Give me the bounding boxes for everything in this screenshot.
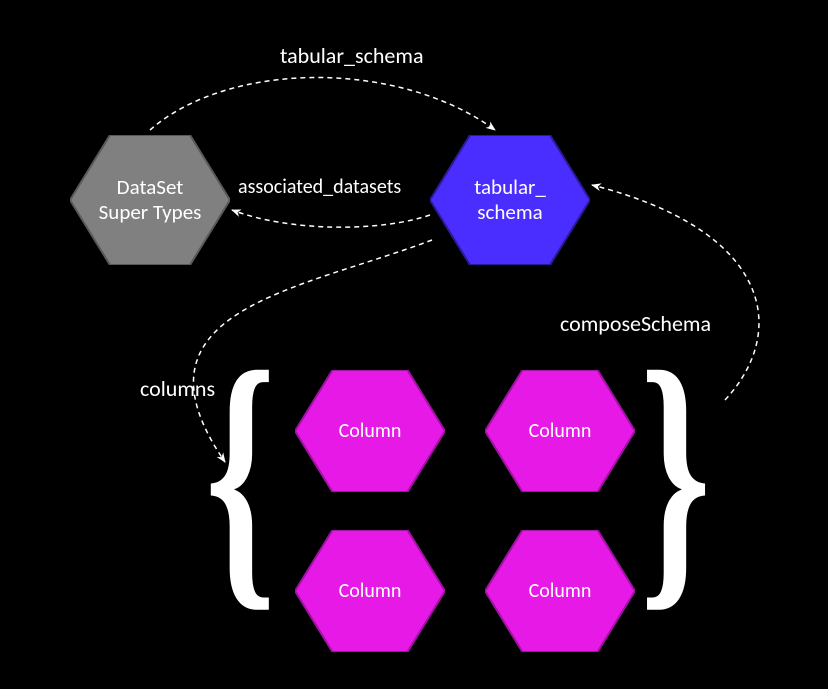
brace-right: } <box>640 355 711 593</box>
edge-label-columns: columns <box>140 375 215 402</box>
arrow-schema-to-ds-mid <box>232 210 430 227</box>
edge-label-associated_datasets: associated_datasets <box>238 175 401 199</box>
node-label: Column <box>329 419 412 443</box>
node-col3: Column <box>295 530 445 652</box>
node-col4: Column <box>485 530 635 652</box>
node-dataset: DataSet Super Types <box>70 135 230 265</box>
node-label: tabular_ schema <box>464 175 556 225</box>
arrow-ds-to-schema-top <box>150 78 495 131</box>
node-label: DataSet Super Types <box>89 175 212 225</box>
edge-label-compose_schema: composeSchema <box>560 310 711 337</box>
node-col2: Column <box>485 370 635 492</box>
brace-left: { <box>205 355 276 593</box>
node-col1: Column <box>295 370 445 492</box>
node-label: Column <box>519 579 602 603</box>
edge-label-tabular_schema: tabular_schema <box>280 42 424 69</box>
node-label: Column <box>329 579 412 603</box>
node-schema: tabular_ schema <box>430 135 590 265</box>
node-label: Column <box>519 419 602 443</box>
